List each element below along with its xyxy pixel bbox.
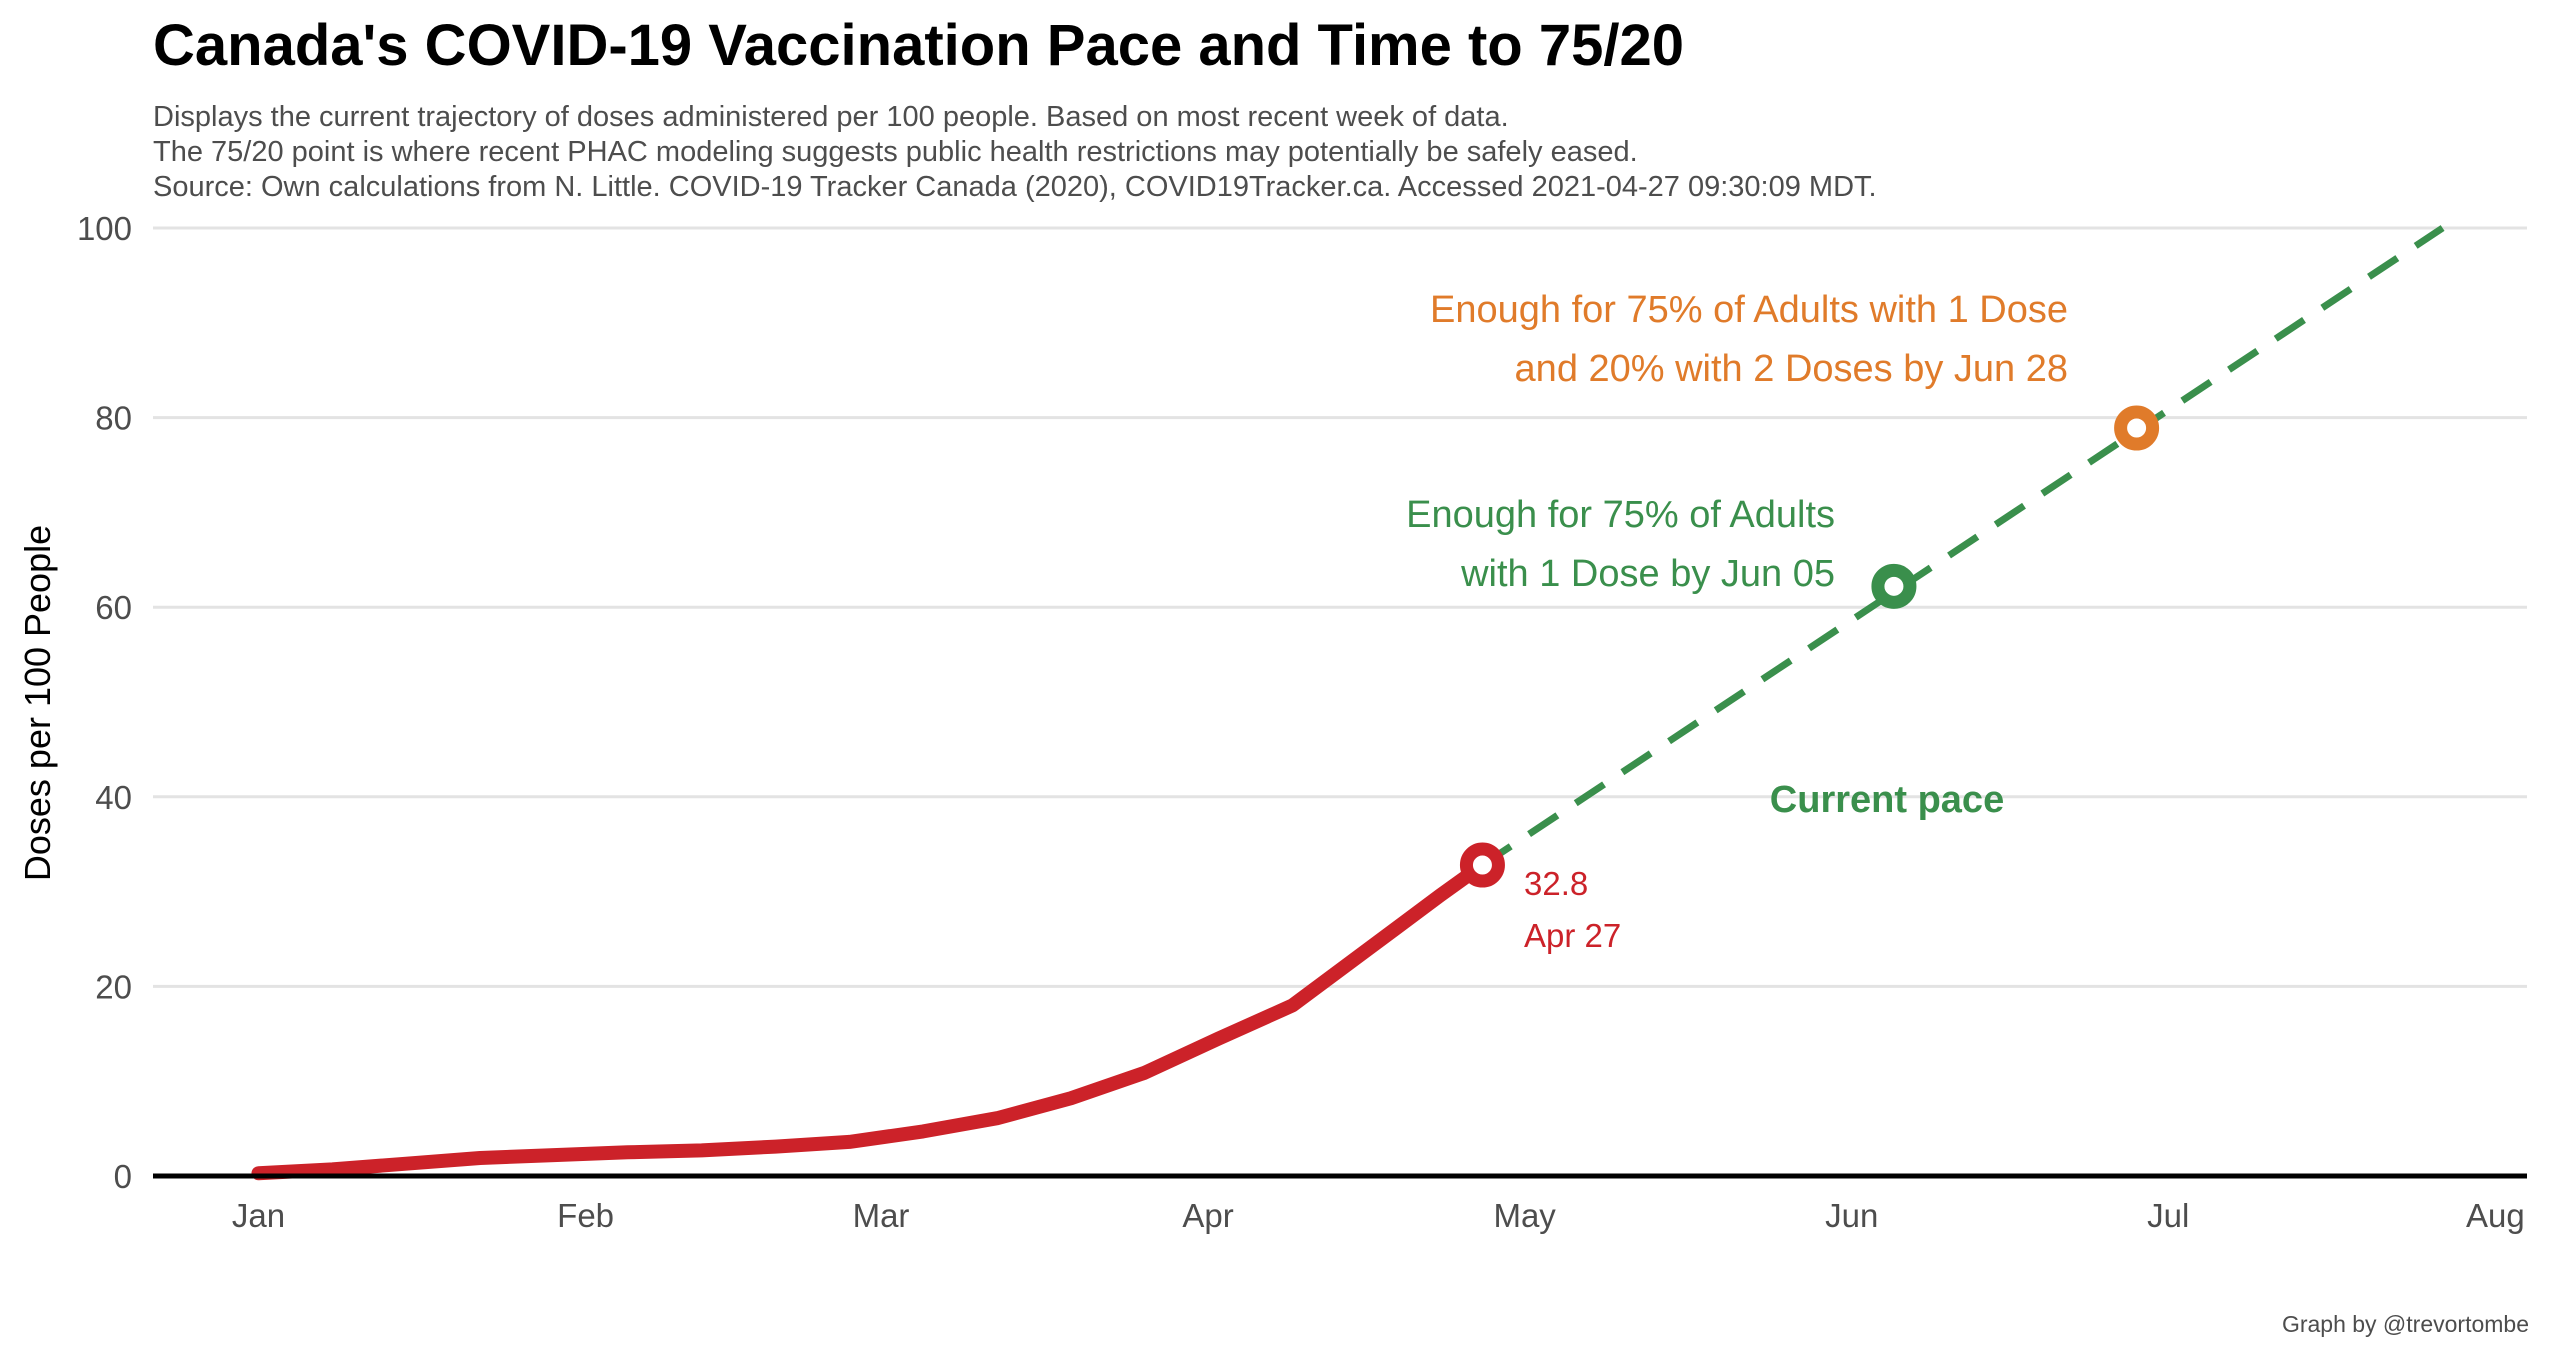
y-axis-title: Doses per 100 People bbox=[17, 525, 58, 881]
y-tick-60: 60 bbox=[95, 589, 132, 626]
milestone-point-3 bbox=[2114, 405, 2160, 451]
target-annotation-line-1: Enough for 75% of Adults with 1 Dose bbox=[1430, 289, 2068, 331]
milestone-points bbox=[1459, 405, 2160, 888]
doses-line bbox=[251, 858, 1490, 1181]
x-tick-aug: Aug bbox=[2466, 1197, 2525, 1234]
milestone-point-1 bbox=[1459, 842, 1505, 888]
chart-title: Canada's COVID-19 Vaccination Pace and T… bbox=[153, 13, 1684, 78]
projection-line bbox=[1480, 225, 2445, 869]
x-tick-feb: Feb bbox=[557, 1197, 614, 1234]
x-tick-apr: Apr bbox=[1182, 1197, 1233, 1234]
subtitle-line-1: Displays the current trajectory of doses… bbox=[153, 101, 1509, 133]
current-pace-label: Current pace bbox=[1770, 779, 2004, 821]
y-tick-0: 0 bbox=[114, 1158, 132, 1195]
subtitle-line-2: The 75/20 point is where recent PHAC mod… bbox=[153, 136, 1638, 168]
last-value-label: 32.8 bbox=[1524, 865, 1588, 902]
x-tick-jan: Jan bbox=[232, 1197, 285, 1234]
y-tick-40: 40 bbox=[95, 779, 132, 816]
x-tick-may: May bbox=[1493, 1197, 1556, 1234]
x-tick-jun: Jun bbox=[1825, 1197, 1878, 1234]
y-tick-100: 100 bbox=[77, 210, 132, 247]
last-date-label: Apr 27 bbox=[1524, 917, 1621, 954]
x-tick-jul: Jul bbox=[2147, 1197, 2189, 1234]
gridlines bbox=[153, 226, 2527, 988]
chart-caption: Graph by @trevortombe bbox=[2281, 1311, 2529, 1337]
y-tick-20: 20 bbox=[95, 968, 132, 1005]
y-tick-labels: 0 20 40 60 80 100 bbox=[77, 210, 132, 1195]
first-dose-annotation-line-1: Enough for 75% of Adults bbox=[1406, 494, 1835, 536]
subtitle-line-3: Source: Own calculations from N. Little.… bbox=[153, 171, 1877, 203]
milestone-point-2 bbox=[1871, 563, 1917, 609]
first-dose-annotation-line-2: with 1 Dose by Jun 05 bbox=[1460, 553, 1835, 595]
chart-subtitle: Displays the current trajectory of doses… bbox=[153, 100, 1877, 205]
series-lines bbox=[251, 225, 2445, 1181]
y-tick-80: 80 bbox=[95, 400, 132, 437]
x-tick-labels: Jan Feb Mar Apr May Jun Jul Aug bbox=[232, 1197, 2525, 1234]
target-annotation-line-2: and 20% with 2 Doses by Jun 28 bbox=[1515, 348, 2068, 390]
x-tick-mar: Mar bbox=[853, 1197, 910, 1234]
